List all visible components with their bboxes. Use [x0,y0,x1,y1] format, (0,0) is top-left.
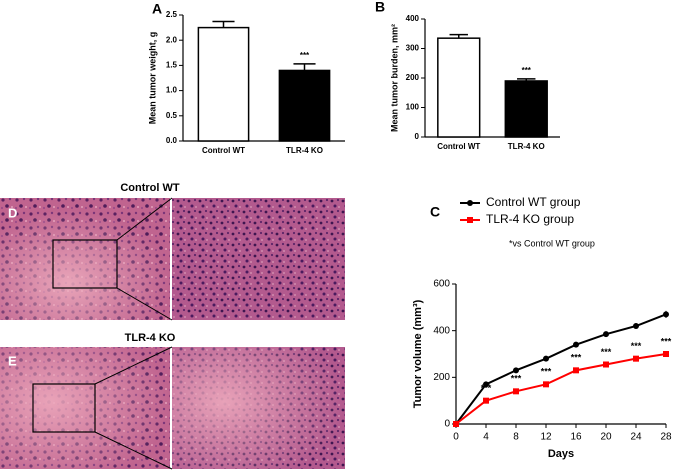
x-tick-label: 20 [600,432,612,443]
marker [453,421,459,427]
panel-label: D [8,205,17,220]
y-tick-label: 1.0 [166,86,178,95]
y-tick-label: 0 [415,132,420,141]
x-tick-label: 8 [513,432,519,443]
x-tick-label: Control WT [437,142,480,151]
zoom-box [52,239,118,289]
y-tick-label: 400 [406,14,420,23]
marker [573,367,579,374]
bar [278,69,331,142]
x-tick-label: TLR-4 KO [286,146,323,155]
micrograph-zoom [172,198,345,320]
marker [513,388,519,395]
x-tick-label: 28 [660,432,672,443]
y-tick-label: 400 [433,325,450,336]
x-tick-label: 4 [483,432,489,443]
panel-label: B [375,0,385,15]
panel-label: E [8,353,17,368]
series-line [455,313,667,425]
x-tick-label: 24 [630,432,642,443]
panel-title: TLR-4 KO [125,332,176,344]
significance: *** [511,374,522,384]
y-tick-label: 600 [433,279,450,290]
zoom-line [116,287,173,321]
panel-label: C [430,204,440,220]
marker [573,341,579,348]
micrograph-overlay [0,198,170,320]
series-line [455,353,667,425]
marker [513,367,519,374]
panel-label: A [152,1,162,17]
marker [663,351,669,357]
y-tick-label: 200 [406,73,420,82]
y-tick-label: 2.5 [166,10,178,19]
bar [504,80,548,138]
legend-label: TLR-4 KO group [486,212,574,226]
significance: *** [522,66,532,75]
marker [633,323,639,329]
micrograph-overlay [0,347,170,469]
significance: *** [481,383,492,393]
significance: *** [571,353,582,363]
marker [603,331,609,338]
significance: *** [601,347,612,357]
x-tick-label: 0 [453,432,459,443]
significance: *** [661,336,672,346]
bar [437,37,481,138]
zoom-line [94,431,173,470]
significance: *** [300,51,310,60]
significance: *** [631,341,642,351]
y-tick-label: 200 [433,372,450,383]
y-axis-label: Mean tumor burden, mm² [389,24,399,132]
bar [197,26,250,142]
histology-e: TLR-4 KO E [0,332,345,470]
y-tick-label: 0 [444,419,450,430]
panel-title: Control WT [120,182,180,194]
zoom-line [116,197,173,241]
legend-marker [467,217,473,223]
marker [603,361,609,368]
micrograph-zoom-overlay [172,347,345,469]
x-axis-label: Days [548,448,574,460]
legend-marker [467,200,473,206]
x-tick-label: TLR-4 KO [508,142,545,151]
marker [483,397,489,404]
legend-label: Control WT group [486,195,581,209]
y-tick-label: 100 [406,103,420,112]
x-tick-label: 16 [570,432,582,443]
marker [633,355,639,362]
y-tick-label: 0.5 [166,111,178,120]
y-tick-label: 300 [406,44,420,53]
marker [543,355,549,362]
y-axis-label: Mean tumor weight, g [147,32,157,125]
zoom-line [94,346,173,385]
significance: *** [541,367,552,377]
x-tick-label: Control WT [202,146,245,155]
marker [663,311,669,318]
y-tick-label: 1.5 [166,61,178,70]
note: *vs Control WT group [509,238,595,248]
y-tick-label: 2.0 [166,35,178,44]
y-tick-label: 0.0 [166,136,178,145]
marker [483,381,489,388]
marker [543,381,549,388]
x-tick-label: 12 [540,432,552,443]
zoom-box [32,383,96,433]
y-axis-label: Tumor volume (mm³) [412,299,424,408]
histology-d: Control WT D [0,182,345,321]
